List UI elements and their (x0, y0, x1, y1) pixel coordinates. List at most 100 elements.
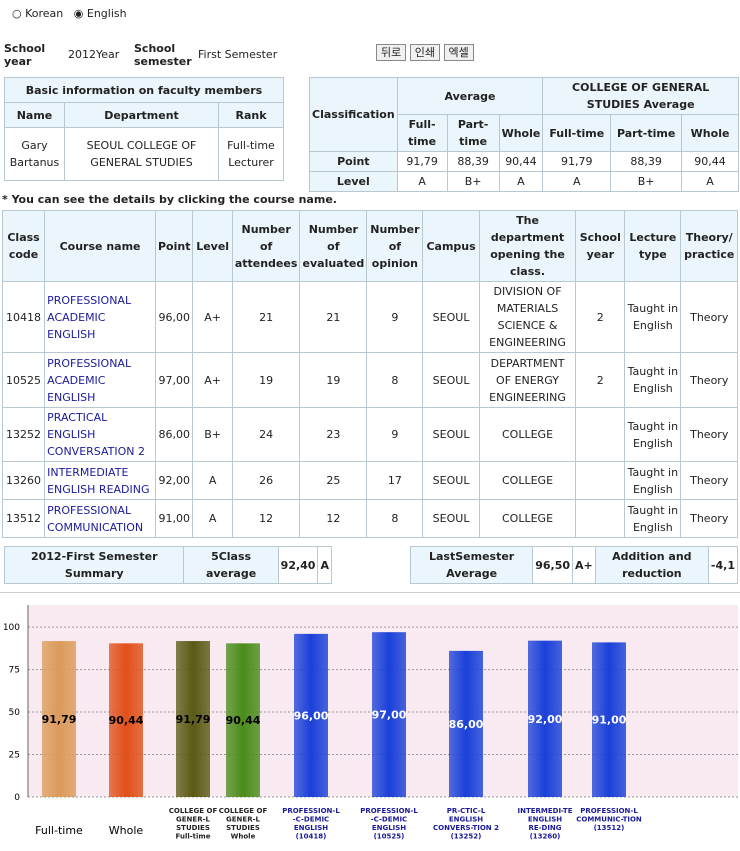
cell (575, 499, 626, 538)
cell: 24 (231, 407, 301, 462)
note: * You can see the details by clicking th… (2, 193, 337, 206)
row-header: Level (309, 171, 398, 192)
x-tick-line: ENGLISH (449, 816, 483, 824)
cell: 97,00 (154, 352, 194, 408)
x-tick-label: INTERMEDI-TE ENGLISH RE-DING (13260) (517, 807, 572, 841)
print-button[interactable]: 인쇄 (409, 44, 440, 61)
x-tick-line: STUDIES (176, 824, 210, 832)
course-link[interactable]: PROFESSIONAL COMMUNICATION (47, 503, 144, 534)
cell: Taught in English (624, 407, 682, 462)
course-row: 10418 PROFESSIONAL ACADEMIC ENGLISH 96,00 A… (1, 281, 738, 353)
cell: A (396, 171, 448, 192)
cell: 9 (366, 407, 424, 462)
cell: 10525 (1, 352, 46, 408)
cell: B+ (610, 171, 683, 192)
cell: SEOUL (422, 281, 480, 353)
cell: Theory (680, 281, 738, 353)
cell: 96,50 (532, 546, 574, 584)
cell: 25 (299, 461, 368, 500)
cell: Theory (680, 352, 738, 408)
header: School year (575, 210, 626, 282)
cell: PROFESSIONAL ACADEMIC ENGLISH (44, 352, 156, 408)
cell: 2 (575, 281, 626, 353)
y-tick-label: 25 (9, 751, 20, 761)
x-tick-line: PROFESSION-L (360, 807, 418, 815)
header: The department opening the class. (478, 210, 577, 282)
cell: 2012-First Semester Summary (3, 546, 185, 584)
header: Level (192, 210, 233, 282)
radio[interactable]: ○ Korean (12, 7, 64, 20)
value-label: 96,00 (294, 709, 329, 722)
cell: -4,1 (707, 546, 739, 584)
cell: 19 (299, 352, 368, 408)
cell: 10418 (1, 281, 46, 353)
x-tick-label: PROFESSION-L -C-DEMIC ENGLISH (10418) (282, 807, 340, 841)
x-tick-line: GENER-L (226, 816, 260, 824)
cell: 8 (366, 499, 424, 538)
bar (372, 632, 406, 797)
x-tick-line: INTERMEDI-TE (517, 807, 572, 815)
course-link[interactable]: PRACTICAL ENGLISH CONVERSATION 2 (47, 411, 145, 458)
cell: SEOUL COLLEGE OF GENERAL STUDIES (64, 127, 219, 181)
header: Number of evaluated (299, 210, 368, 282)
cell: 2 (575, 352, 626, 408)
row-header: Point (309, 151, 398, 172)
cell: Theory (680, 461, 738, 500)
header: Class code (1, 210, 46, 282)
cell: A+ (192, 352, 233, 408)
cell: 90,44 (681, 151, 739, 172)
course-link[interactable]: PROFESSIONAL ACADEMIC ENGLISH (47, 356, 132, 404)
cell: A (192, 499, 233, 538)
summary-left: 2012-First Semester Summary 5Class averag… (3, 546, 332, 584)
back-button[interactable]: 뒤로 (376, 44, 407, 61)
course-row: 13252 PRACTICAL ENGLISH CONVERSATION 2 86,… (1, 407, 738, 462)
x-tick-label: COLLEGE OF GENER-L STUDIES Full-time (169, 807, 218, 841)
x-tick-line: RE-DING (528, 824, 561, 832)
course-row: 10525 PROFESSIONAL ACADEMIC ENGLISH 97,00 A… (1, 352, 738, 408)
header: Course name (44, 210, 156, 282)
value-label: 92,00 (528, 713, 563, 726)
course-row: 13512 PROFESSIONAL COMMUNICATION 91,00 A 12 1… (1, 499, 738, 538)
excel-button[interactable]: 엑셀 (443, 44, 474, 61)
cell: 92,40 (277, 546, 319, 584)
bar (449, 650, 483, 797)
course-link[interactable]: INTERMEDIATE ENGLISH READING (47, 465, 150, 496)
cell: 17 (366, 461, 424, 500)
cell: PRACTICAL ENGLISH CONVERSATION 2 (44, 407, 156, 462)
header: Part-time (610, 114, 683, 152)
course-row: 13260 INTERMEDIATE ENGLISH READING 92,00 A 2… (1, 461, 738, 500)
header: Full-time (396, 114, 448, 152)
header: Rank (218, 102, 284, 128)
cell (575, 407, 626, 462)
value-label: 86,00 (449, 718, 484, 731)
cell: 21 (299, 281, 368, 353)
y-tick-label: 75 (9, 666, 20, 676)
x-tick-line: (10418) (296, 833, 327, 841)
value-label: 91,79 (42, 713, 77, 726)
cell: A (192, 461, 233, 500)
cell: SEOUL (422, 499, 480, 538)
header: COLLEGE OF GENERAL STUDIES Average (542, 77, 739, 115)
cell: 19 (231, 352, 301, 408)
cell: COLLEGE (478, 499, 577, 538)
cell: LastSemester Average (409, 546, 534, 584)
cell: 23 (299, 407, 368, 462)
y-tick-label: 0 (14, 793, 20, 803)
cell: DIVISION OF MATERIALS SCIENCE & ENGINEER… (478, 281, 577, 353)
cell: PROFESSIONAL COMMUNICATION (44, 499, 156, 538)
header: Lecture type (624, 210, 682, 282)
cell: A+ (192, 281, 233, 353)
cell: A (681, 171, 739, 192)
cell: 88,39 (446, 151, 500, 172)
bar (176, 641, 210, 797)
cell: 96,00 (154, 281, 194, 353)
x-tick-line: ENGLISH (528, 816, 562, 824)
cell: A+ (572, 546, 596, 584)
course-link[interactable]: PROFESSIONAL ACADEMIC ENGLISH (47, 293, 132, 341)
x-tick-line: (13260) (530, 833, 561, 841)
table-title: Basic information on faculty members (4, 77, 284, 103)
cell: 13252 (1, 407, 46, 462)
x-tick-label: PR-CTIC-L ENGLISH CONVERS-TION 2 (13252) (433, 807, 499, 841)
radio[interactable]: ◉ English (73, 7, 127, 20)
